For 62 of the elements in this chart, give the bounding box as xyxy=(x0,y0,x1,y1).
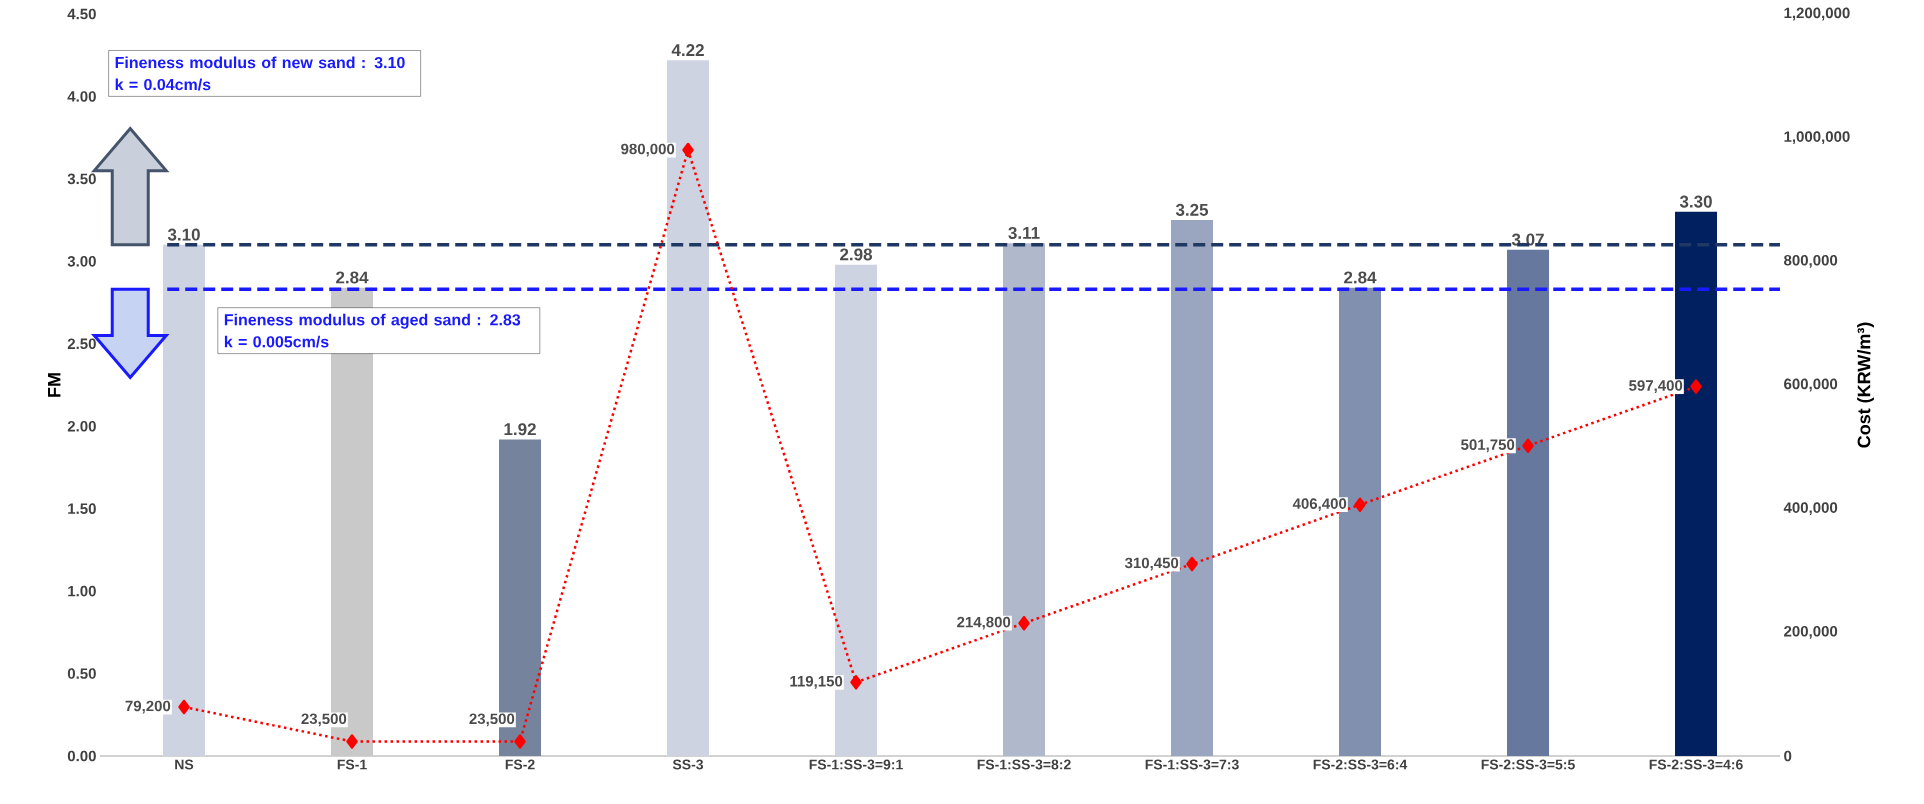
point xyxy=(1522,438,1534,453)
point xyxy=(178,699,190,715)
data-label: 79,200 xyxy=(125,700,171,714)
data-label: 23,500 xyxy=(301,713,347,727)
x-tick-label: FS-2:SS-3=4:6 xyxy=(1649,759,1743,770)
annotation: Fineness modulus of aged sand : 2.83 xyxy=(224,313,521,329)
y2-tick-label: 200,000 xyxy=(1784,625,1838,639)
data-label: 2.84 xyxy=(1344,271,1377,284)
point xyxy=(514,734,526,749)
x-tick-label: FS-2:SS-3=6:4 xyxy=(1313,759,1408,770)
point xyxy=(1354,497,1366,512)
x-tick-label: SS-3 xyxy=(672,759,704,770)
y-tick-label: 1.50 xyxy=(68,503,96,514)
y2-axis-title: Cost (KRW/m³) xyxy=(1857,322,1874,448)
y-tick-label: 4.50 xyxy=(67,8,96,20)
x-tick-label: FS-1:SS-3=8:2 xyxy=(977,759,1071,770)
y-tick-label: 0.50 xyxy=(67,668,96,679)
y2-tick-label: 1,200,000 xyxy=(1784,7,1850,21)
data-label: 310,450 xyxy=(1124,557,1179,571)
x-tick-label: NS xyxy=(175,759,194,770)
annotation: k = 0.04cm/s xyxy=(115,78,211,91)
data-label: 501,750 xyxy=(1461,439,1515,453)
x-tick-label: FS-1 xyxy=(337,759,367,770)
data-label: 2.84 xyxy=(336,271,369,284)
data-label: 3.30 xyxy=(1679,195,1712,208)
point xyxy=(682,142,694,158)
y2-tick-label: 1,000,000 xyxy=(1784,131,1850,145)
x-tick-label: FS-1:SS-3=9:1 xyxy=(809,759,903,770)
data-label: 406,400 xyxy=(1292,498,1347,512)
data-label: 3.25 xyxy=(1175,203,1209,216)
y-tick-label: 1.00 xyxy=(68,585,96,597)
y-tick-label: 2.50 xyxy=(67,338,96,350)
point xyxy=(1018,615,1030,631)
y2-tick-label: 800,000 xyxy=(1784,254,1838,268)
y2-tick-label: 0 xyxy=(1784,750,1792,762)
data-label: 214,800 xyxy=(957,616,1011,630)
data-label: 3.10 xyxy=(167,228,200,241)
y-tick-label: 4.00 xyxy=(67,91,96,102)
x-tick-label: FS-2:SS-3=5:5 xyxy=(1481,759,1575,770)
y-axis-title: FM xyxy=(48,373,61,397)
y-tick-label: 2.00 xyxy=(67,420,96,432)
data-label: 1.92 xyxy=(504,423,536,436)
annotation: k = 0.005cm/s xyxy=(224,335,329,348)
point xyxy=(346,734,358,749)
data-label: 23,500 xyxy=(469,713,515,727)
data-label: 2.98 xyxy=(840,248,873,261)
x-tick-label: FS-1:SS-3=7:3 xyxy=(1145,759,1239,770)
y2-tick-label: 600,000 xyxy=(1784,378,1838,392)
y-tick-label: 3.00 xyxy=(67,256,96,267)
data-label: 980,000 xyxy=(621,143,675,157)
point xyxy=(1186,556,1198,572)
data-label: 4.22 xyxy=(671,44,704,56)
x-tick-label: FS-2 xyxy=(505,759,535,770)
y-tick-label: 3.50 xyxy=(67,173,96,185)
point xyxy=(850,675,862,690)
data-label: 597,400 xyxy=(1629,380,1683,393)
y2-tick-label: 400,000 xyxy=(1783,502,1838,516)
point xyxy=(1690,379,1702,394)
data-label: 119,150 xyxy=(790,675,843,689)
annotation: Fineness modulus of new sand : 3.10 xyxy=(115,56,405,69)
y-tick-label: 0.00 xyxy=(67,750,96,762)
data-label: 3.11 xyxy=(1008,226,1040,239)
